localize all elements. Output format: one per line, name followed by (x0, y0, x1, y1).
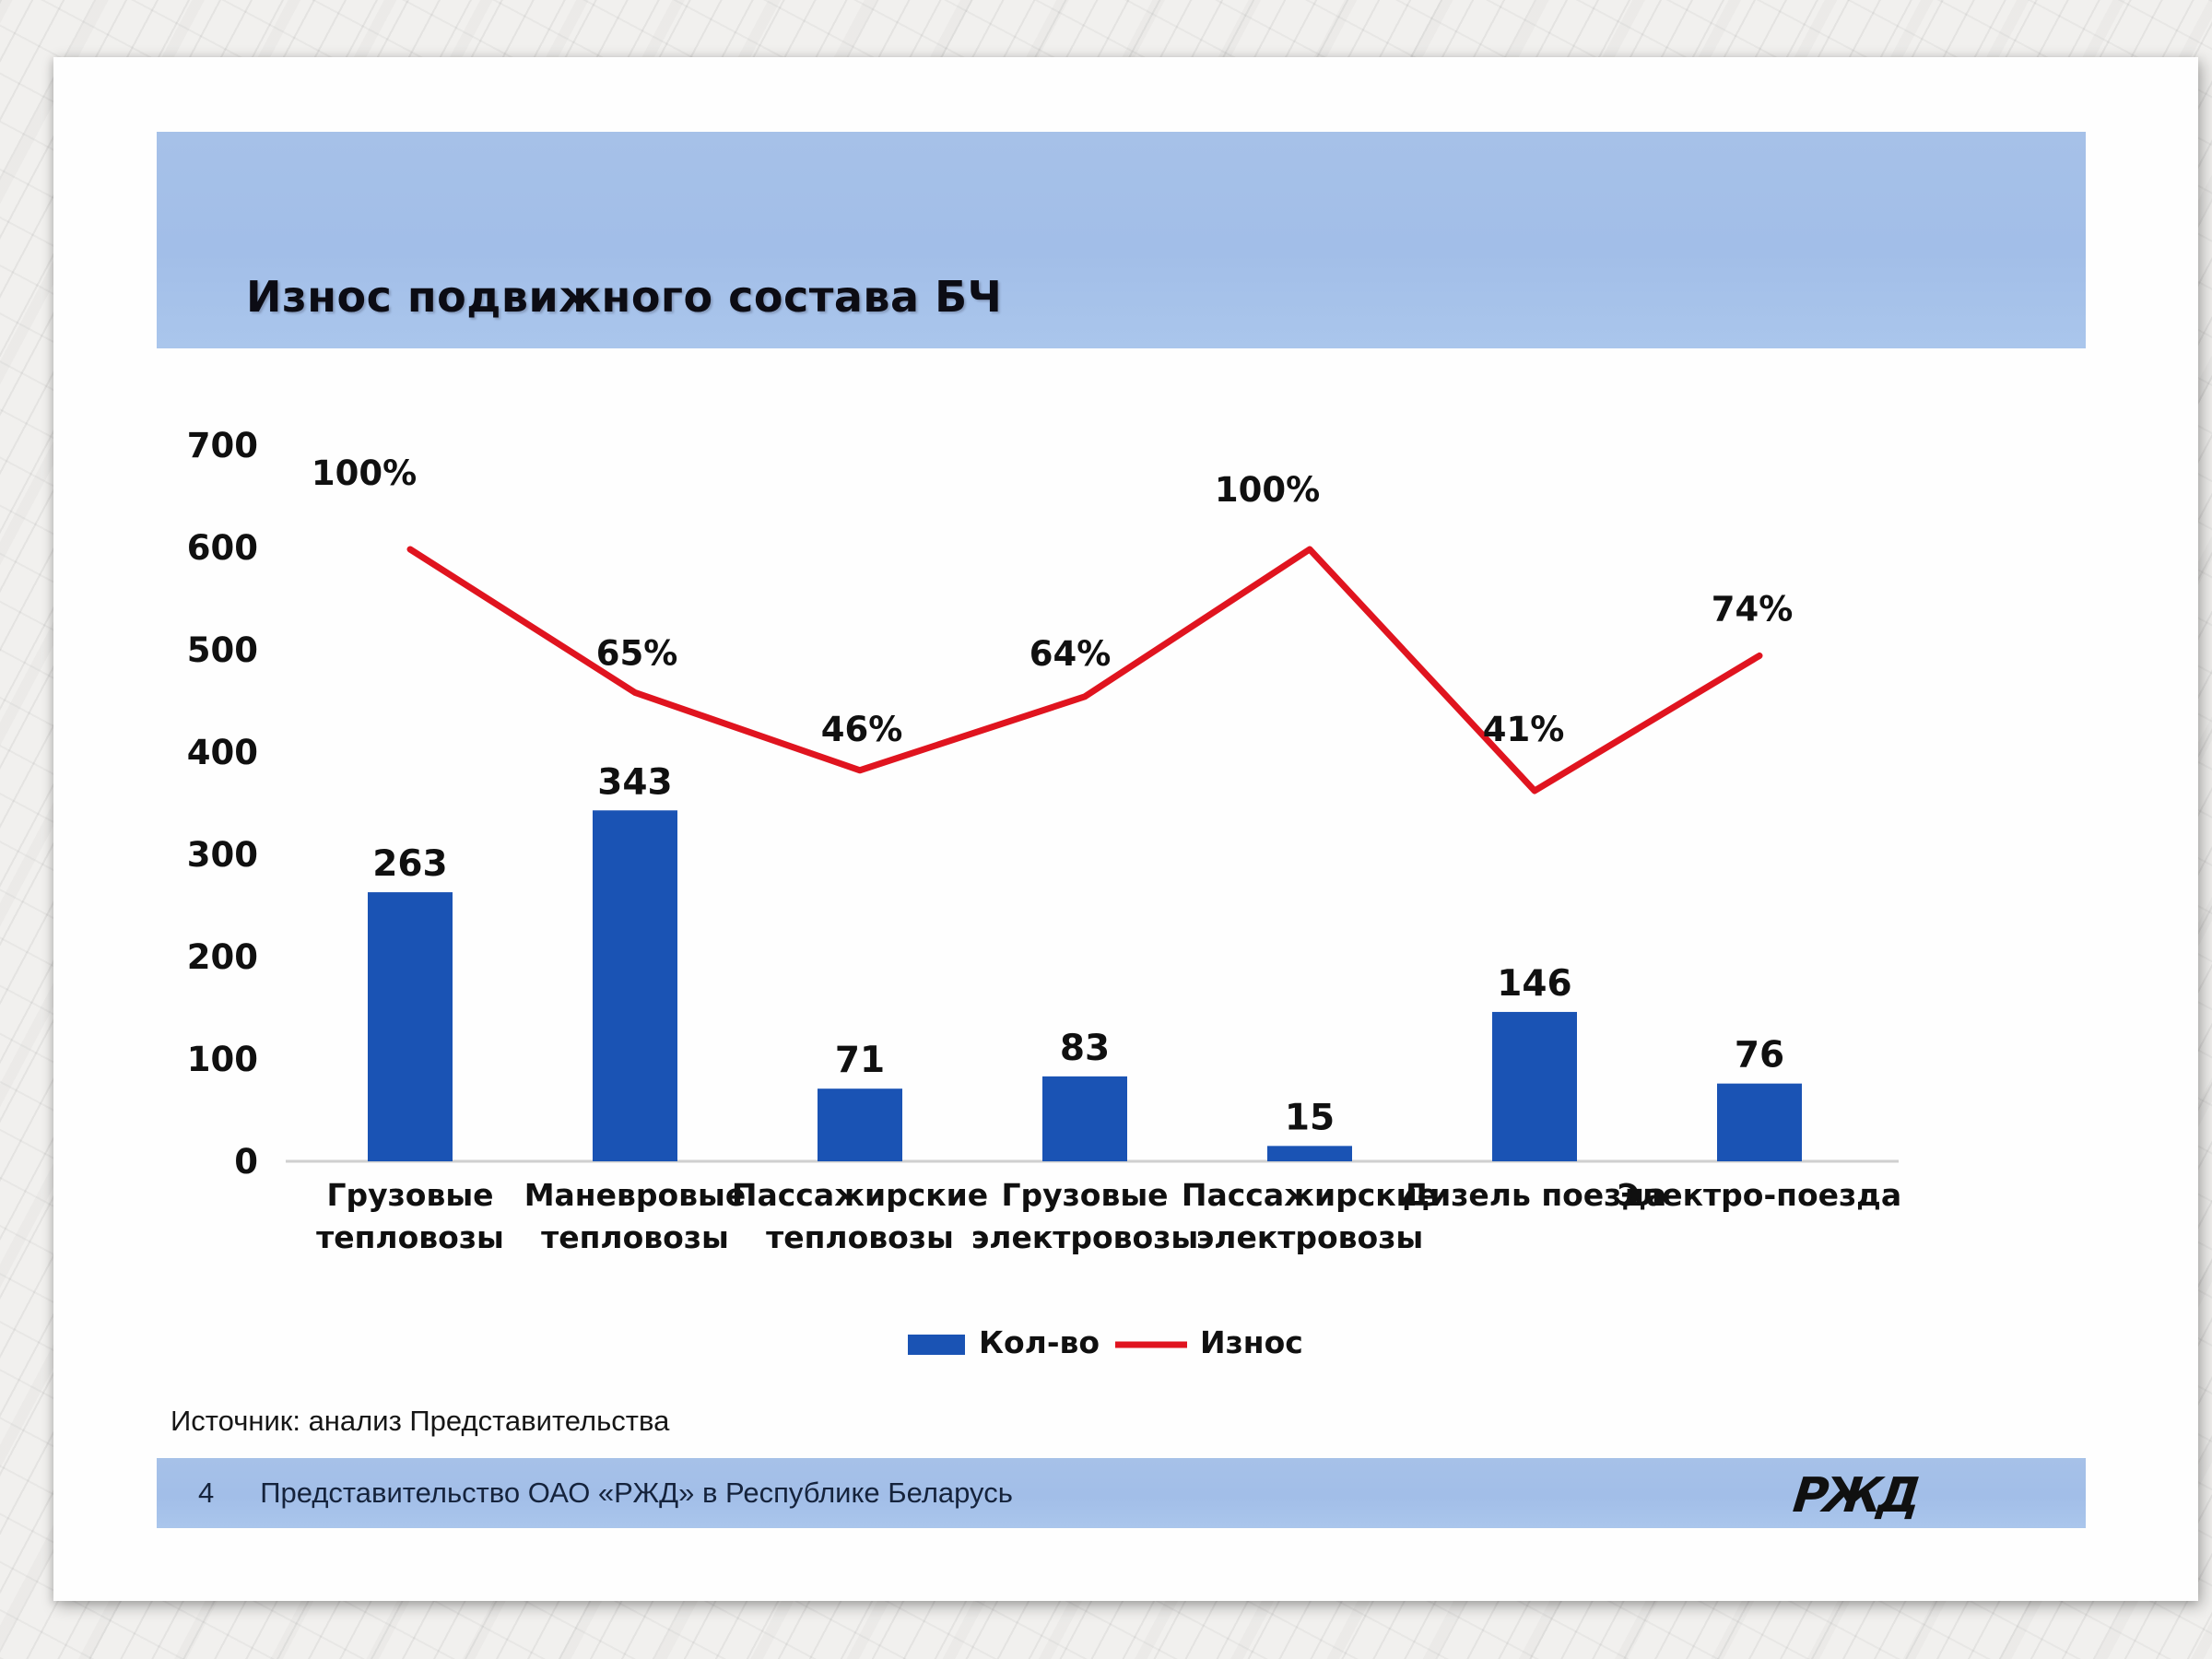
category-label: Маневровые (524, 1177, 747, 1213)
bar-value-label: 263 (372, 843, 447, 885)
page-number: 4 (198, 1477, 215, 1509)
wear-pct-label: 65% (596, 633, 678, 673)
y-tick-label: 700 (187, 426, 258, 465)
slide-page: Износ подвижного состава БЧ 0 100 200 300 40… (53, 57, 2198, 1601)
legend-bar-swatch (908, 1335, 965, 1355)
bar (1717, 1083, 1802, 1161)
bar-value-label: 343 (597, 761, 672, 803)
bar (1492, 1011, 1577, 1161)
category-label: Электро-поезда (1618, 1177, 1901, 1213)
legend-bar-label: Кол-во (979, 1324, 1100, 1360)
bar-value-label: 15 (1285, 1097, 1335, 1138)
bar-value-label: 76 (1735, 1035, 1784, 1077)
title-band: Износ подвижного состава БЧ (157, 132, 2086, 348)
wear-pct-label: 64% (1030, 634, 1112, 674)
bar-line-chart: 0 100 200 300 400 500 600 700 263 343 71 83 15 146 76 1… (187, 426, 1901, 1360)
wear-pct-label: 46% (821, 710, 903, 749)
y-tick-label: 600 (187, 528, 258, 568)
category-label: Грузовые (326, 1177, 493, 1213)
wear-pct-label: 100% (312, 453, 417, 493)
source-note: Источник: анализ Представительства (171, 1405, 670, 1437)
category-label: электровозы (1196, 1219, 1424, 1255)
y-tick-label: 0 (234, 1142, 258, 1182)
wear-pct-label: 74% (1712, 589, 1794, 629)
bar-value-label: 146 (1497, 963, 1571, 1005)
bar (368, 892, 453, 1161)
y-tick-label: 500 (187, 630, 258, 670)
category-label: электровозы (971, 1219, 1199, 1255)
y-tick-label: 400 (187, 733, 258, 772)
rzd-logo-text: РЖД (1791, 1468, 1920, 1523)
rzd-logo: РЖД (1791, 1468, 1920, 1523)
bar (818, 1088, 902, 1161)
category-label: Пассажирские (732, 1177, 988, 1213)
wear-pct-label: 100% (1215, 470, 1320, 510)
bar (1042, 1076, 1127, 1161)
y-tick-label: 300 (187, 835, 258, 875)
category-label: Пассажирские (1182, 1177, 1438, 1213)
category-label: тепловозы (316, 1219, 504, 1255)
bar (593, 810, 677, 1161)
category-label: тепловозы (766, 1219, 954, 1255)
bar (1267, 1146, 1352, 1161)
footer-title: Представительство ОАО «РЖД» в Республике… (260, 1477, 1013, 1509)
legend-line-label: Износ (1200, 1324, 1303, 1360)
bar-value-label: 83 (1060, 1028, 1110, 1069)
category-label: Дизель поезда (1403, 1177, 1667, 1213)
bar-value-label: 71 (835, 1040, 885, 1081)
category-label: Грузовые (1001, 1177, 1168, 1213)
wear-pct-label: 41% (1483, 710, 1565, 749)
wear-line (406, 546, 1763, 794)
chart-area: 0 100 200 300 400 500 600 700 263 343 71 83 15 146 76 1… (138, 387, 1982, 1382)
slide-title: Износ подвижного состава БЧ (246, 272, 1003, 322)
category-label: тепловозы (541, 1219, 729, 1255)
y-tick-label: 100 (187, 1040, 258, 1079)
footer: 4 Представительство ОАО «РЖД» в Республи… (157, 1458, 2086, 1528)
y-tick-label: 200 (187, 937, 258, 977)
footer-band (157, 1458, 2086, 1528)
